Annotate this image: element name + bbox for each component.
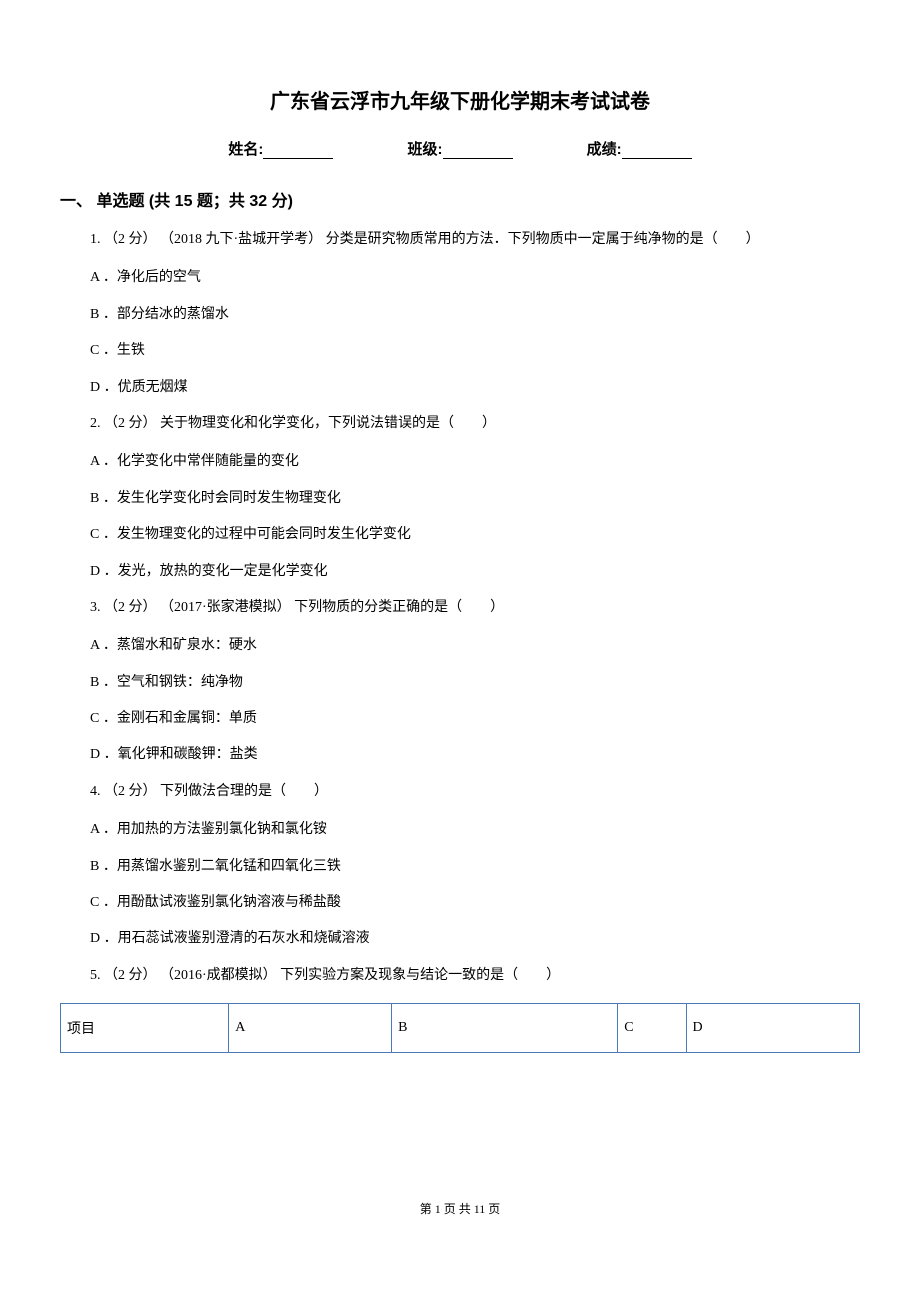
question-num: 2. bbox=[90, 416, 101, 431]
table-row: 项目 A B C D bbox=[61, 1004, 860, 1053]
question-points: （2 分） bbox=[104, 600, 157, 615]
class-label: 班级: bbox=[408, 141, 443, 158]
question-3: 3. （2 分） （2017·张家港模拟） 下列物质的分类正确的是（ ） A ．… bbox=[60, 597, 860, 767]
option-a: A ．蒸馏水和矿泉水：硬水 bbox=[60, 635, 860, 657]
question-num: 1. bbox=[90, 232, 101, 247]
option-c: C ．生铁 bbox=[60, 340, 860, 362]
question-num: 4. bbox=[90, 784, 101, 799]
table-cell-header: 项目 bbox=[61, 1004, 229, 1053]
question-text: 下列物质的分类正确的是（ ） bbox=[294, 600, 504, 615]
name-label: 姓名: bbox=[228, 141, 263, 158]
option-b: B ．部分结冰的蒸馏水 bbox=[60, 304, 860, 326]
question-points: （2 分） bbox=[104, 784, 157, 799]
option-b: B ．发生化学变化时会同时发生物理变化 bbox=[60, 488, 860, 510]
score-label: 成绩: bbox=[587, 141, 622, 158]
option-a: A ．净化后的空气 bbox=[60, 267, 860, 289]
class-blank bbox=[443, 158, 513, 159]
option-d: D ．氧化钾和碳酸钾：盐类 bbox=[60, 744, 860, 766]
option-d: D ．优质无烟煤 bbox=[60, 377, 860, 399]
question-1: 1. （2 分） （2018 九下·盐城开学考） 分类是研究物质常用的方法．下列… bbox=[60, 229, 860, 399]
option-a: A ．化学变化中常伴随能量的变化 bbox=[60, 451, 860, 473]
question-text: 关于物理变化和化学变化，下列说法错误的是（ ） bbox=[160, 416, 496, 431]
option-a: A ．用加热的方法鉴别氯化钠和氯化铵 bbox=[60, 819, 860, 841]
page-footer: 第 1 页 共 11 页 bbox=[0, 1200, 920, 1217]
table-cell-a: A bbox=[229, 1004, 392, 1053]
question-5-table: 项目 A B C D bbox=[60, 1003, 860, 1053]
option-c: C ．发生物理变化的过程中可能会同时发生化学变化 bbox=[60, 524, 860, 546]
score-blank bbox=[622, 158, 692, 159]
question-text: 分类是研究物质常用的方法．下列物质中一定属于纯净物的是（ ） bbox=[326, 232, 760, 247]
question-2: 2. （2 分） 关于物理变化和化学变化，下列说法错误的是（ ） A ．化学变化… bbox=[60, 413, 860, 583]
student-info-line: 姓名: 班级: 成绩: bbox=[60, 138, 860, 159]
question-4: 4. （2 分） 下列做法合理的是（ ） A ．用加热的方法鉴别氯化钠和氯化铵 … bbox=[60, 781, 860, 951]
question-num: 3. bbox=[90, 600, 101, 615]
question-text: 下列做法合理的是（ ） bbox=[160, 784, 328, 799]
table-cell-b: B bbox=[392, 1004, 618, 1053]
question-num: 5. bbox=[90, 968, 101, 983]
question-text: 下列实验方案及现象与结论一致的是（ ） bbox=[280, 968, 560, 983]
option-d: D ．用石蕊试液鉴别澄清的石灰水和烧碱溶液 bbox=[60, 928, 860, 950]
exam-title: 广东省云浮市九年级下册化学期末考试试卷 bbox=[60, 85, 860, 114]
question-5: 5. （2 分） （2016·成都模拟） 下列实验方案及现象与结论一致的是（ ） bbox=[60, 965, 860, 987]
option-c: C ．金刚石和金属铜：单质 bbox=[60, 708, 860, 730]
table-cell-d: D bbox=[686, 1004, 859, 1053]
option-d: D ．发光，放热的变化一定是化学变化 bbox=[60, 561, 860, 583]
option-c: C ．用酚酞试液鉴别氯化钠溶液与稀盐酸 bbox=[60, 892, 860, 914]
question-points: （2 分） bbox=[104, 232, 157, 247]
option-b: B ．空气和钢铁：纯净物 bbox=[60, 672, 860, 694]
section-1-header: 一、 单选题 (共 15 题；共 32 分) bbox=[60, 187, 860, 211]
question-source: （2017·张家港模拟） bbox=[160, 600, 291, 615]
table-cell-c: C bbox=[618, 1004, 686, 1053]
question-points: （2 分） bbox=[104, 416, 157, 431]
option-b: B ．用蒸馏水鉴别二氧化锰和四氧化三铁 bbox=[60, 856, 860, 878]
name-blank bbox=[263, 158, 333, 159]
question-points: （2 分） bbox=[104, 968, 157, 983]
question-source: （2018 九下·盐城开学考） bbox=[160, 232, 322, 247]
question-source: （2016·成都模拟） bbox=[160, 968, 277, 983]
